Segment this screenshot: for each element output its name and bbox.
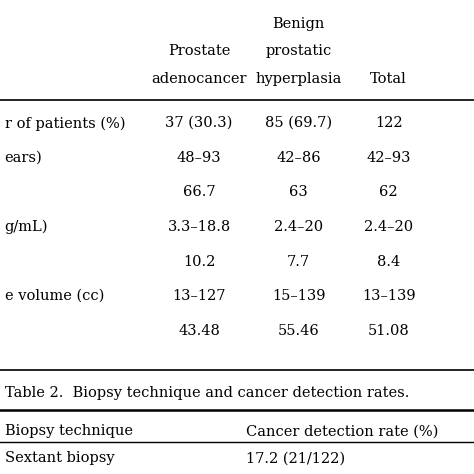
Text: Benign: Benign (273, 17, 325, 31)
Text: 2.4–20: 2.4–20 (274, 220, 323, 234)
Text: 48–93: 48–93 (177, 151, 221, 165)
Text: 42–93: 42–93 (366, 151, 411, 165)
Text: 122: 122 (375, 116, 402, 130)
Text: 15–139: 15–139 (272, 289, 325, 303)
Text: Total: Total (370, 72, 407, 86)
Text: Table 2.  Biopsy technique and cancer detection rates.: Table 2. Biopsy technique and cancer det… (5, 386, 409, 401)
Text: r of patients (%): r of patients (%) (5, 116, 125, 130)
Text: 63: 63 (289, 185, 308, 200)
Text: 2.4–20: 2.4–20 (364, 220, 413, 234)
Text: 42–86: 42–86 (276, 151, 321, 165)
Text: ears): ears) (5, 151, 43, 165)
Text: Biopsy technique: Biopsy technique (5, 424, 133, 438)
Text: Cancer detection rate (%): Cancer detection rate (%) (246, 424, 439, 438)
Text: hyperplasia: hyperplasia (255, 72, 342, 86)
Text: Sextant biopsy: Sextant biopsy (5, 451, 114, 465)
Text: 17.2 (21/122): 17.2 (21/122) (246, 451, 346, 465)
Text: 8.4: 8.4 (377, 255, 401, 269)
Text: 62: 62 (379, 185, 398, 200)
Text: adenocancer: adenocancer (151, 72, 247, 86)
Text: 55.46: 55.46 (278, 324, 319, 338)
Text: 3.3–18.8: 3.3–18.8 (167, 220, 231, 234)
Text: 13–127: 13–127 (173, 289, 226, 303)
Text: e volume (cc): e volume (cc) (5, 289, 104, 303)
Text: 85 (69.7): 85 (69.7) (265, 116, 332, 130)
Text: prostatic: prostatic (265, 44, 332, 58)
Text: g/mL): g/mL) (5, 220, 48, 234)
Text: 13–139: 13–139 (362, 289, 416, 303)
Text: 7.7: 7.7 (287, 255, 310, 269)
Text: 37 (30.3): 37 (30.3) (165, 116, 233, 130)
Text: 66.7: 66.7 (183, 185, 215, 200)
Text: 10.2: 10.2 (183, 255, 215, 269)
Text: 51.08: 51.08 (368, 324, 410, 338)
Text: 43.48: 43.48 (178, 324, 220, 338)
Text: Prostate: Prostate (168, 44, 230, 58)
